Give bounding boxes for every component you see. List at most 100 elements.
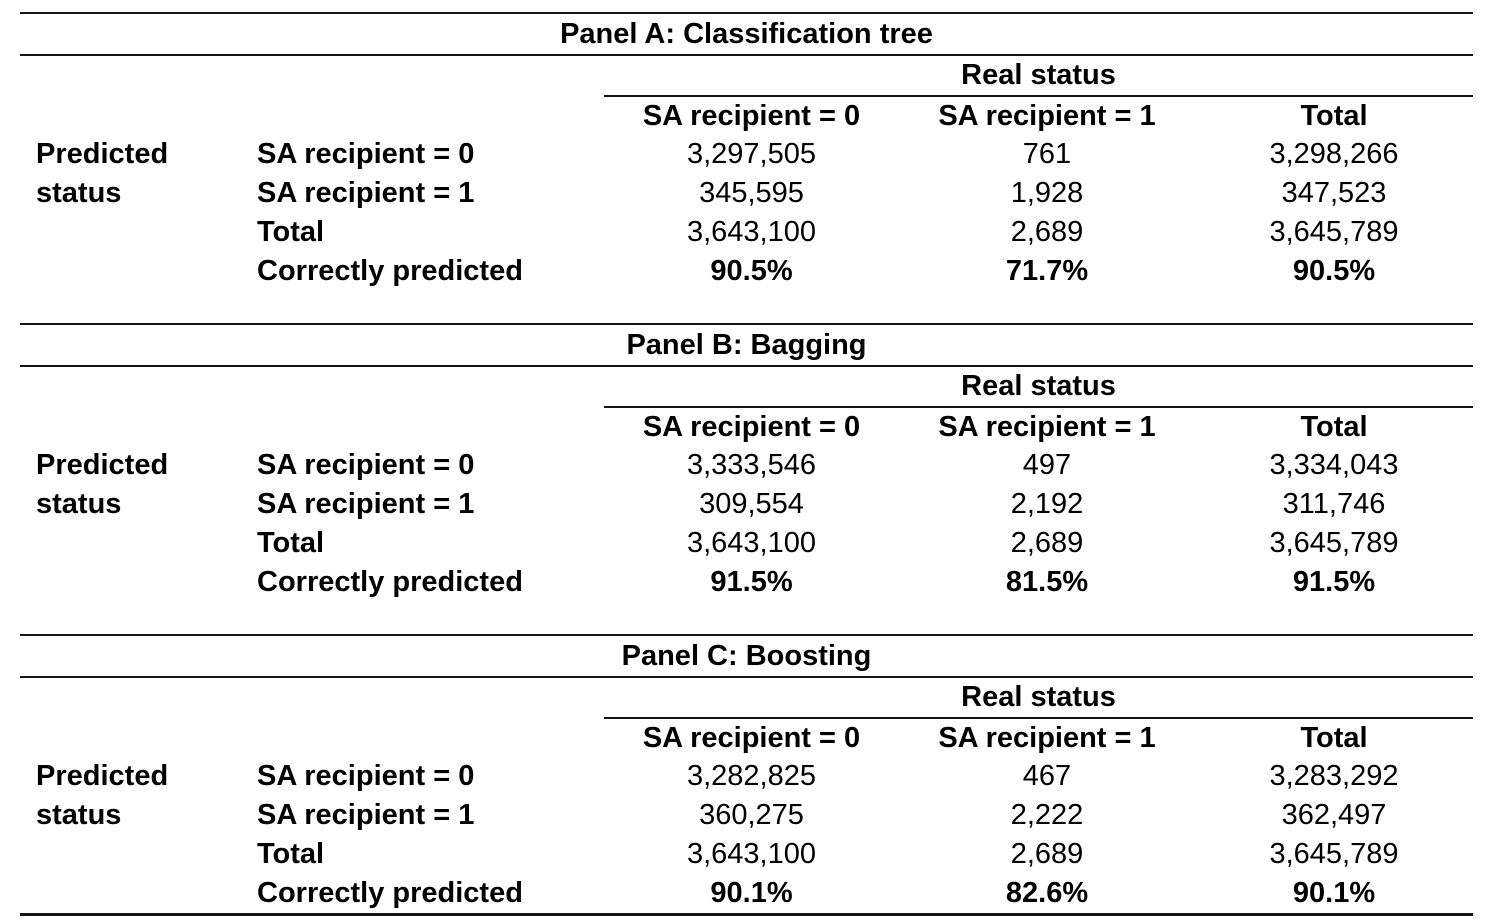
cell-value: 82.6% <box>1005 877 1089 909</box>
rule-under-real-status <box>604 717 1473 719</box>
table-row: Predicted SA recipient = 0 3,297,505 761… <box>20 135 1473 174</box>
column-header: SA recipient = 1 <box>938 99 1156 132</box>
cell-value: 362,497 <box>1281 799 1387 831</box>
rule-under-title <box>20 365 1473 367</box>
cell-value: 90.1% <box>710 877 793 909</box>
table-row: Total 3,643,100 2,689 3,645,789 <box>20 835 1473 874</box>
cell-value: 497 <box>1022 449 1072 481</box>
rule-top <box>20 323 1473 325</box>
cell-value: 3,643,100 <box>686 527 816 559</box>
rule-top <box>20 634 1473 636</box>
rule-under-title <box>20 676 1473 678</box>
row-label: Correctly predicted <box>257 877 523 909</box>
column-header: Total <box>1300 721 1368 754</box>
column-header: SA recipient = 0 <box>642 410 861 443</box>
column-header-row: SA recipient = 0 SA recipient = 1 Total <box>20 97 1473 135</box>
column-header: SA recipient = 1 <box>938 721 1156 754</box>
cell-value: 347,523 <box>1281 177 1387 209</box>
rule-under-real-status <box>604 406 1473 408</box>
row-label: SA recipient = 0 <box>257 760 475 792</box>
real-status-header: Real status <box>961 59 1116 91</box>
row-label: SA recipient = 1 <box>257 799 475 831</box>
panel-title: Panel A: Classification tree <box>560 17 933 50</box>
row-label: Correctly predicted <box>257 566 523 598</box>
real-status-row: Real status <box>20 56 1473 95</box>
panel-a: Panel A: Classification tree Real status… <box>20 12 1473 291</box>
cell-value: 91.5% <box>710 566 793 598</box>
real-status-header: Real status <box>961 681 1116 713</box>
panel-b: Panel B: Bagging Real status SA recipien… <box>20 323 1473 602</box>
column-header: SA recipient = 1 <box>938 410 1156 443</box>
row-label: Total <box>257 838 325 870</box>
cell-value: 360,275 <box>699 799 804 831</box>
panel-title: Panel B: Bagging <box>626 328 867 361</box>
row-label: Correctly predicted <box>257 255 523 287</box>
row-label: Total <box>257 527 325 559</box>
predicted-status-label: status <box>36 488 122 520</box>
column-header: Total <box>1300 410 1368 443</box>
cell-value: 91.5% <box>1292 566 1376 598</box>
table-row: Correctly predicted 90.1% 82.6% 90.1% <box>20 874 1473 913</box>
cell-value: 3,643,100 <box>686 838 816 870</box>
rule-bottom <box>20 913 1473 916</box>
cell-value: 311,746 <box>1282 488 1386 520</box>
table-row: Total 3,643,100 2,689 3,645,789 <box>20 524 1473 563</box>
row-label: SA recipient = 1 <box>257 488 475 520</box>
cell-value: 345,595 <box>699 177 804 209</box>
predicted-status-label: Predicted <box>36 449 169 481</box>
cell-value: 90.5% <box>710 255 793 287</box>
table-row: status SA recipient = 1 360,275 2,222 36… <box>20 796 1473 835</box>
results-table: Panel A: Classification tree Real status… <box>20 12 1473 916</box>
cell-value: 3,298,266 <box>1269 138 1399 170</box>
predicted-status-label: status <box>36 799 122 831</box>
row-label: SA recipient = 0 <box>257 138 475 170</box>
table-row: Correctly predicted 91.5% 81.5% 91.5% <box>20 563 1473 602</box>
cell-value: 467 <box>1022 760 1072 792</box>
cell-value: 3,645,789 <box>1269 527 1399 559</box>
cell-value: 761 <box>1022 138 1072 170</box>
panel-c: Panel C: Boosting Real status SA recipie… <box>20 634 1473 913</box>
cell-value: 90.5% <box>1292 255 1376 287</box>
cell-value: 71.7% <box>1005 255 1089 287</box>
cell-value: 2,689 <box>1010 838 1084 870</box>
row-label: SA recipient = 1 <box>257 177 475 209</box>
cell-value: 2,222 <box>1010 799 1084 831</box>
table-row: Correctly predicted 90.5% 71.7% 90.5% <box>20 252 1473 291</box>
row-label: SA recipient = 0 <box>257 449 475 481</box>
table-row: Total 3,643,100 2,689 3,645,789 <box>20 213 1473 252</box>
column-header: SA recipient = 0 <box>642 99 861 132</box>
column-header: Total <box>1300 99 1368 132</box>
row-label: Total <box>257 216 325 248</box>
rule-under-title <box>20 54 1473 56</box>
cell-value: 3,282,825 <box>686 760 816 792</box>
cell-value: 3,645,789 <box>1269 838 1399 870</box>
real-status-header: Real status <box>961 370 1116 402</box>
real-status-row: Real status <box>20 678 1473 717</box>
table-row: status SA recipient = 1 309,554 2,192 31… <box>20 485 1473 524</box>
cell-value: 1,928 <box>1010 177 1084 209</box>
cell-value: 3,297,505 <box>686 138 816 170</box>
cell-value: 3,334,043 <box>1269 449 1399 481</box>
cell-value: 3,643,100 <box>686 216 816 248</box>
table-row: status SA recipient = 1 345,595 1,928 34… <box>20 174 1473 213</box>
cell-value: 90.1% <box>1292 877 1376 909</box>
cell-value: 2,689 <box>1010 527 1084 559</box>
table-row: Predicted SA recipient = 0 3,333,546 497… <box>20 446 1473 485</box>
predicted-status-label: Predicted <box>36 760 169 792</box>
table-row: Predicted SA recipient = 0 3,282,825 467… <box>20 757 1473 796</box>
cell-value: 2,689 <box>1010 216 1084 248</box>
predicted-status-label: Predicted <box>36 138 169 170</box>
cell-value: 309,554 <box>699 488 804 520</box>
real-status-row: Real status <box>20 367 1473 406</box>
panel-title: Panel C: Boosting <box>621 639 872 672</box>
cell-value: 3,283,292 <box>1269 760 1399 792</box>
rule-under-real-status <box>604 95 1473 97</box>
predicted-status-label: status <box>36 177 122 209</box>
column-header-row: SA recipient = 0 SA recipient = 1 Total <box>20 719 1473 757</box>
column-header-row: SA recipient = 0 SA recipient = 1 Total <box>20 408 1473 446</box>
cell-value: 81.5% <box>1005 566 1089 598</box>
cell-value: 3,333,546 <box>686 449 816 481</box>
cell-value: 3,645,789 <box>1269 216 1399 248</box>
column-header: SA recipient = 0 <box>642 721 861 754</box>
cell-value: 2,192 <box>1010 488 1084 520</box>
